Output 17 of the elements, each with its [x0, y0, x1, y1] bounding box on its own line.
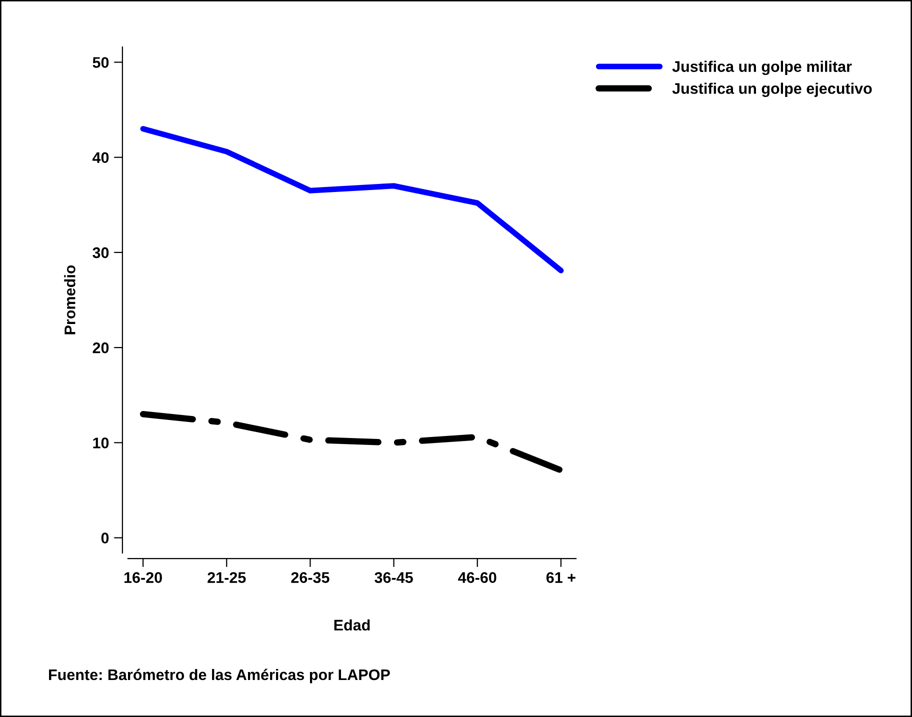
source-note: Fuente: Barómetro de las Américas por LAPOP [49, 668, 390, 684]
x-tick-label: 16-20 [124, 572, 162, 583]
y-axis-title: Promedio [64, 265, 76, 334]
y-tick-label: 0 [101, 532, 109, 544]
y-tick-label: 50 [92, 57, 109, 68]
y-tick-label: 20 [92, 342, 109, 354]
legend-label: Justifica un golpe ejecutivo [672, 82, 872, 98]
x-tick-label: 36-45 [374, 572, 413, 583]
x-tick-label: 21-25 [208, 572, 246, 583]
x-tick-label: 61 + [546, 572, 576, 583]
x-tick-label: 46-60 [458, 572, 496, 583]
legend-label: Justifica un golpe militar [672, 60, 852, 76]
y-tick-label: 40 [92, 152, 109, 164]
y-tick-label: 30 [92, 247, 109, 258]
x-axis-title: Edad [334, 619, 370, 631]
x-tick-label: 26-35 [291, 572, 330, 583]
y-tick-label: 10 [93, 438, 109, 448]
